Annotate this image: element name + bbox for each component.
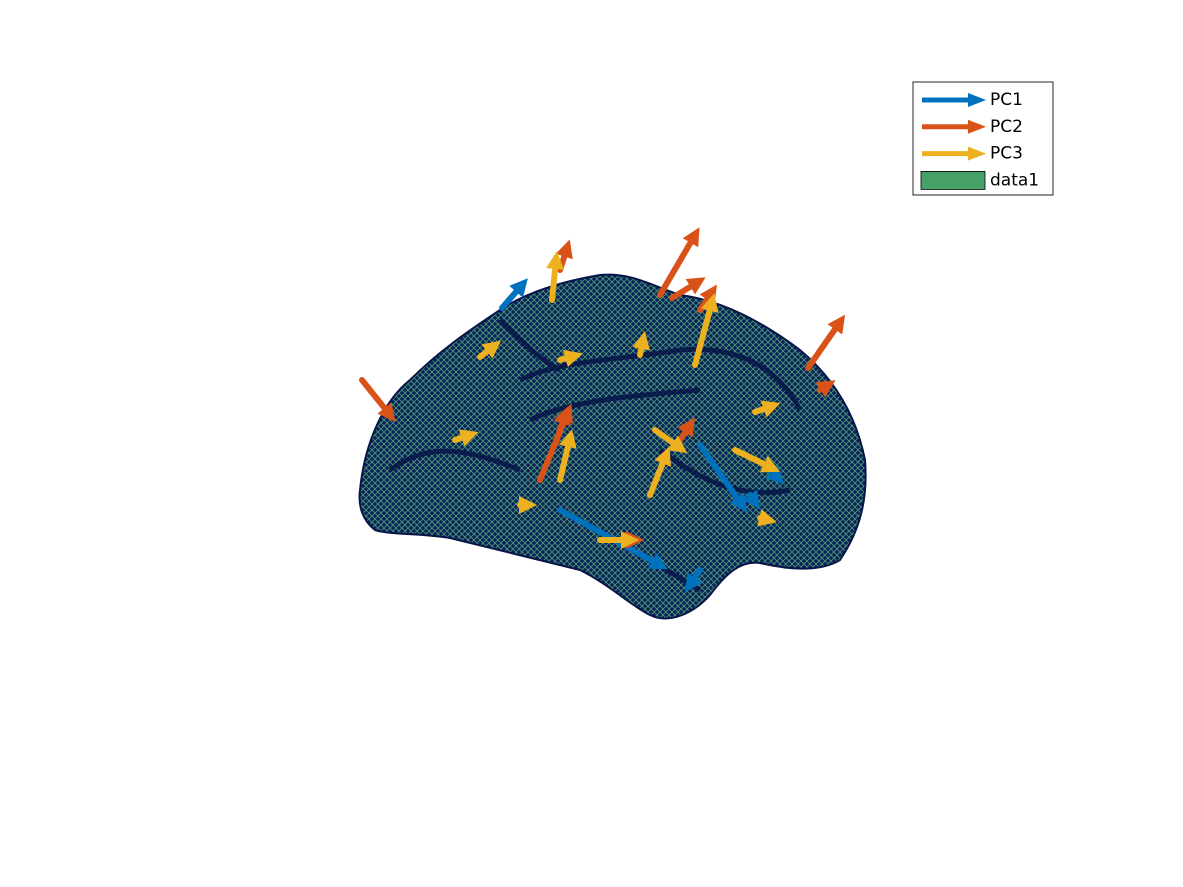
arrow bbox=[815, 380, 836, 398]
arrow bbox=[557, 349, 583, 368]
arrow bbox=[685, 567, 703, 593]
arrow bbox=[657, 227, 700, 298]
legend-label: PC3 bbox=[990, 144, 1023, 164]
brain-surface bbox=[358, 273, 867, 620]
arrow bbox=[632, 331, 651, 358]
arrow bbox=[757, 509, 777, 527]
arrow bbox=[359, 377, 396, 423]
arrow bbox=[697, 442, 748, 513]
arrow bbox=[742, 489, 761, 510]
legend-label: PC2 bbox=[990, 117, 1023, 137]
arrow bbox=[669, 277, 706, 301]
arrow bbox=[752, 400, 781, 418]
arrows bbox=[359, 227, 846, 593]
arrow bbox=[477, 340, 502, 360]
legend-symbol bbox=[968, 119, 986, 134]
legend-label: data1 bbox=[990, 170, 1039, 190]
arrow bbox=[732, 447, 781, 473]
legend-symbol bbox=[920, 170, 986, 190]
arrow bbox=[537, 403, 573, 483]
arrow bbox=[452, 429, 479, 447]
arrow bbox=[805, 314, 846, 371]
arrow bbox=[546, 251, 565, 303]
legend: PC1 PC2 PC3 data1 bbox=[912, 81, 1054, 196]
arrow bbox=[647, 446, 672, 498]
arrow bbox=[557, 429, 577, 483]
legend-label: PC1 bbox=[990, 90, 1023, 110]
arrow bbox=[555, 239, 573, 273]
arrow bbox=[499, 278, 528, 311]
legend-symbol bbox=[968, 93, 986, 107]
legend-symbol bbox=[968, 146, 986, 161]
arrow bbox=[652, 427, 688, 454]
arrow bbox=[692, 293, 719, 368]
